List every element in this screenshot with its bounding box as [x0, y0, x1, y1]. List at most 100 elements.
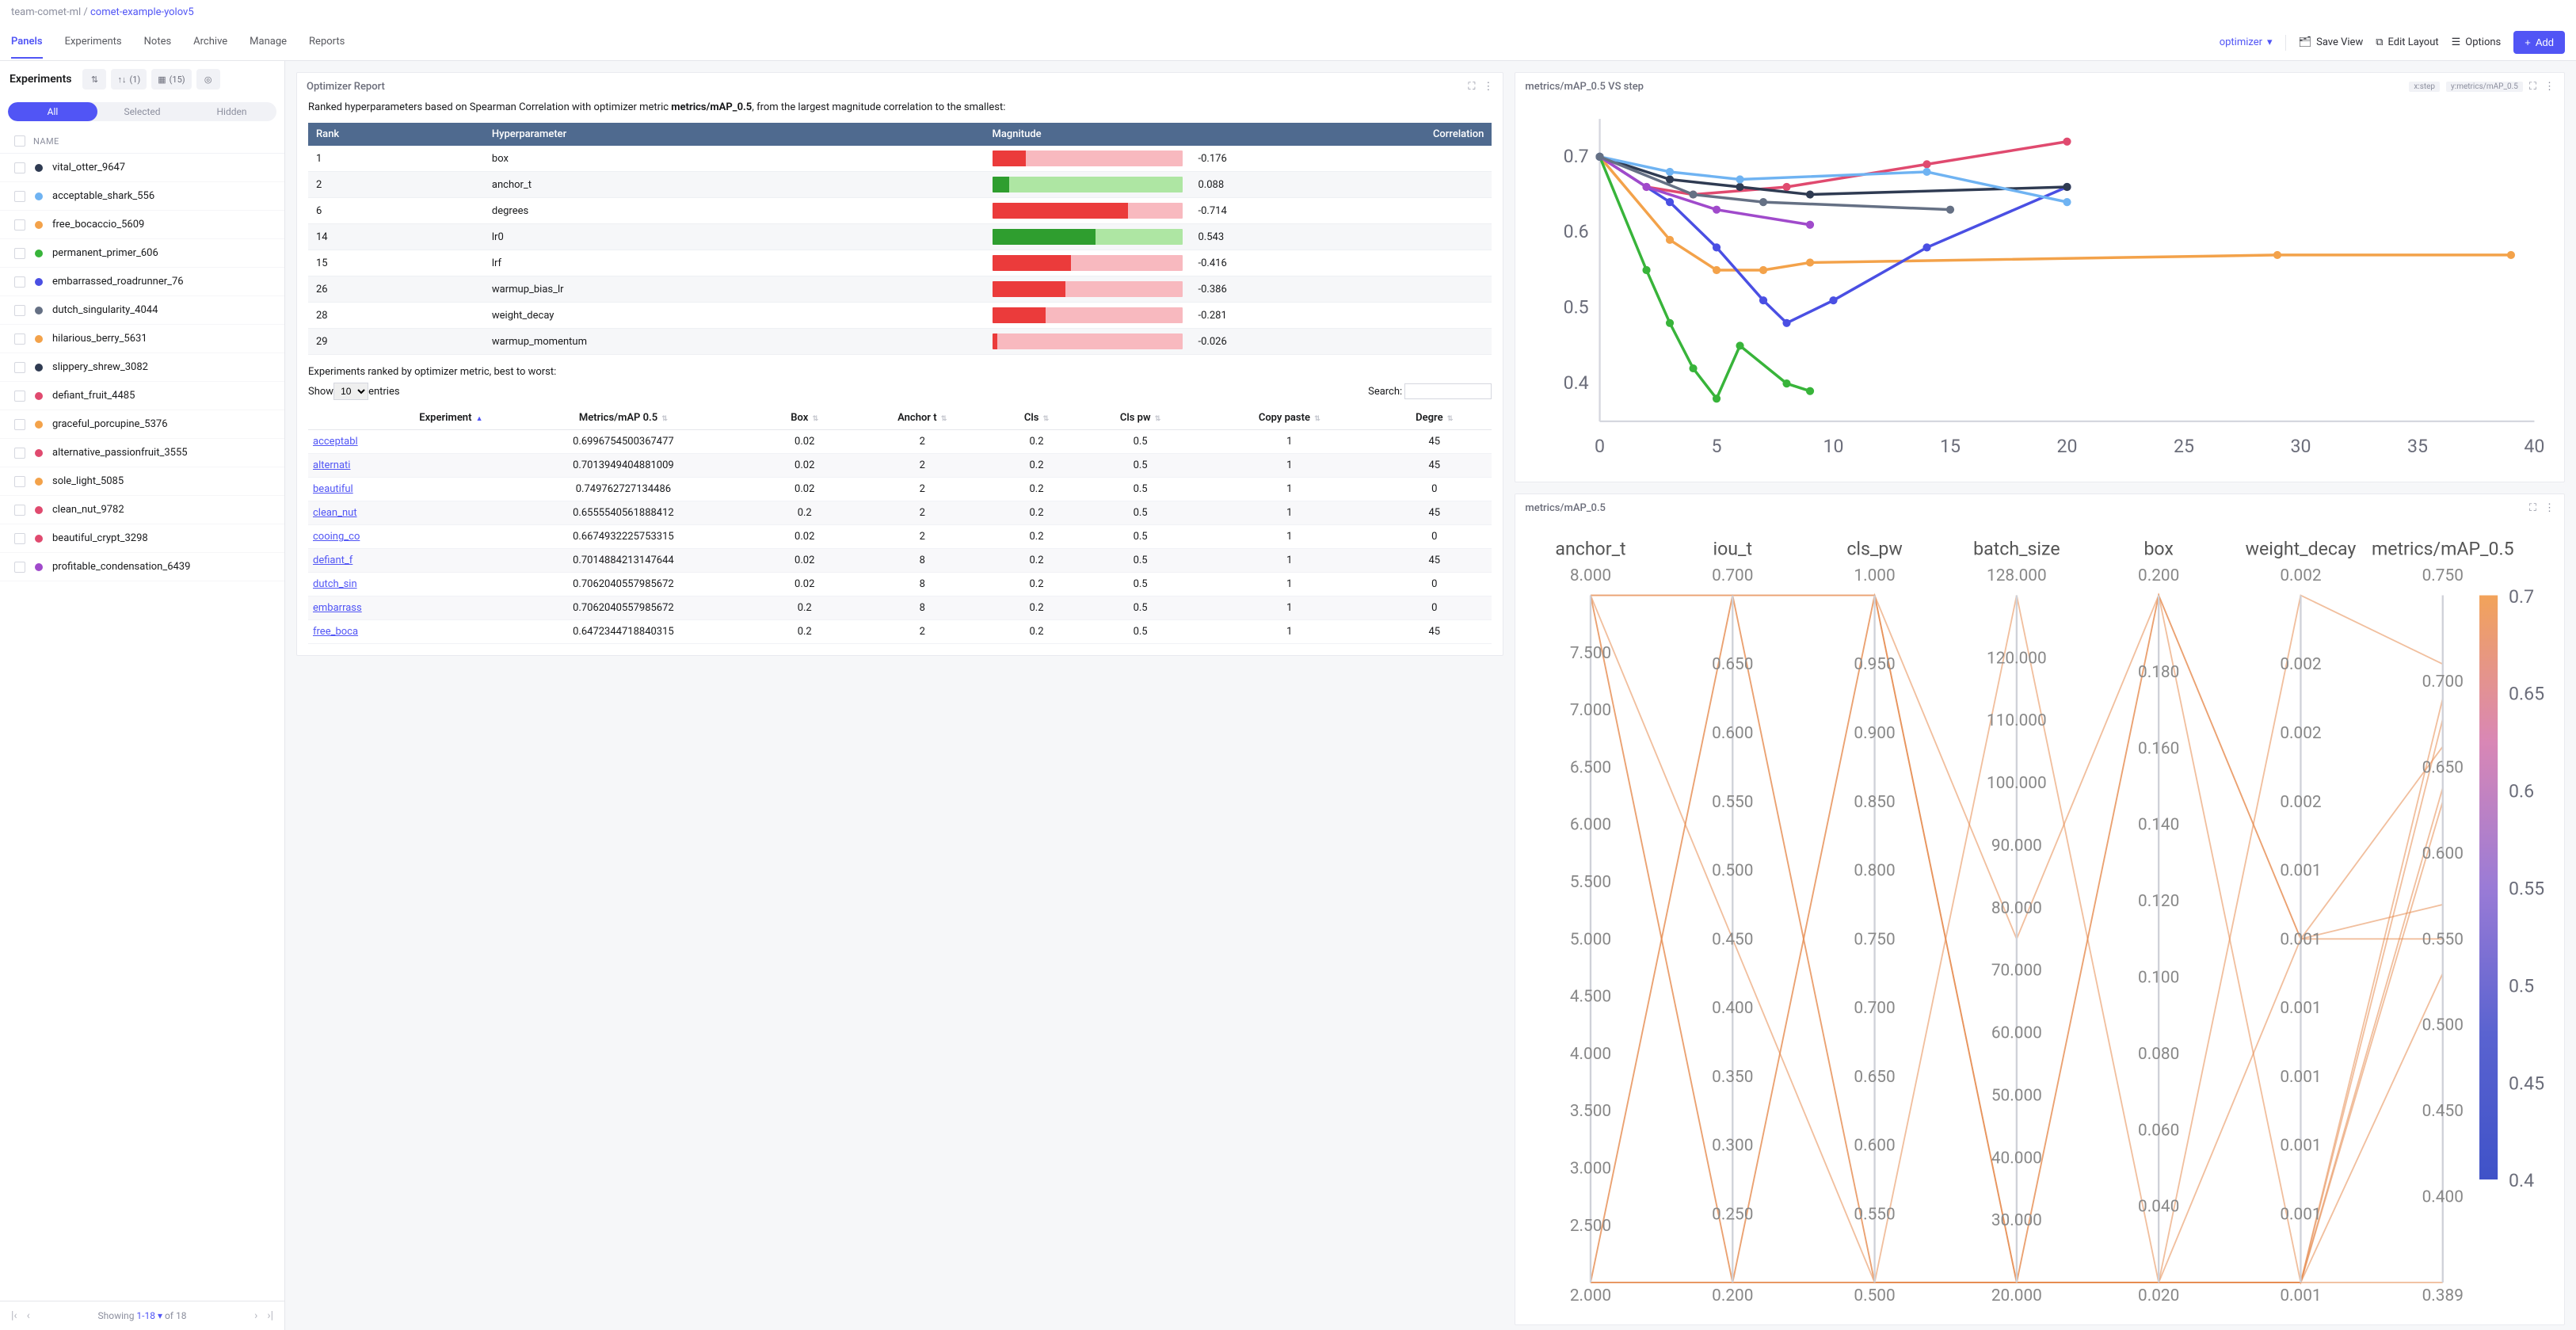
expand-icon[interactable]: ⛶ [2529, 81, 2536, 93]
data-header[interactable]: Anchor t ⇅ [850, 406, 994, 430]
pill-selected[interactable]: Selected [97, 102, 187, 121]
experiment-row[interactable]: sole_light_5085 [0, 467, 284, 496]
experiment-name: embarrassed_roadrunner_76 [52, 276, 184, 288]
experiment-row[interactable]: alternative_passionfruit_3555 [0, 439, 284, 467]
experiment-row[interactable]: permanent_primer_606 [0, 239, 284, 268]
experiment-row[interactable]: acceptable_shark_556 [0, 182, 284, 211]
options-button[interactable]: ☰ Options [2452, 36, 2502, 48]
tab-experiments[interactable]: Experiments [65, 26, 122, 59]
experiment-row[interactable]: vital_otter_9647 [0, 154, 284, 182]
row-checkbox[interactable] [14, 419, 25, 430]
sort-chip[interactable]: ↑↓(1) [111, 69, 147, 90]
experiment-name: profitable_condensation_6439 [52, 561, 190, 573]
experiment-link[interactable]: clean_nut [313, 507, 357, 519]
data-header[interactable]: Degre ⇅ [1377, 406, 1492, 430]
experiment-link[interactable]: beautiful [313, 483, 353, 495]
target-chip[interactable]: ◎ [196, 69, 220, 90]
add-button[interactable]: + Add [2513, 31, 2565, 54]
row-checkbox[interactable] [14, 533, 25, 544]
row-checkbox[interactable] [14, 505, 25, 516]
svg-text:110.000: 110.000 [1987, 711, 2047, 730]
experiment-link[interactable]: defiant_f [313, 554, 352, 566]
pill-all[interactable]: All [8, 102, 97, 121]
rank-row: 2anchor_t0.088 [308, 172, 1492, 198]
rank-header: Correlation [1191, 123, 1492, 146]
rank-header: Magnitude [985, 123, 1191, 146]
tab-notes[interactable]: Notes [144, 26, 172, 59]
experiment-row[interactable]: slippery_shrew_3082 [0, 353, 284, 382]
experiment-row[interactable]: dutch_singularity_4044 [0, 296, 284, 325]
more-icon[interactable]: ⋮ [1483, 81, 1493, 93]
data-header[interactable]: Cls pw ⇅ [1079, 406, 1202, 430]
data-header[interactable]: Cls ⇅ [994, 406, 1078, 430]
more-icon[interactable]: ⋮ [2544, 81, 2555, 93]
svg-text:0.750: 0.750 [1854, 930, 1896, 949]
svg-text:60.000: 60.000 [1991, 1023, 2042, 1042]
row-checkbox[interactable] [14, 219, 25, 231]
experiment-name: permanent_primer_606 [52, 247, 158, 259]
svg-text:0.100: 0.100 [2138, 968, 2179, 987]
row-checkbox[interactable] [14, 562, 25, 573]
row-checkbox[interactable] [14, 305, 25, 316]
row-checkbox[interactable] [14, 362, 25, 373]
data-row: clean_nut0.65555405618884120.220.20.5145 [308, 501, 1492, 525]
svg-text:30.000: 30.000 [1991, 1211, 2042, 1230]
experiment-row[interactable]: clean_nut_9782 [0, 496, 284, 524]
select-all-checkbox[interactable] [14, 135, 25, 147]
tab-panels[interactable]: Panels [11, 26, 43, 59]
row-checkbox[interactable] [14, 276, 25, 288]
experiment-link[interactable]: dutch_sin [313, 578, 357, 590]
search-input[interactable] [1404, 383, 1492, 399]
row-checkbox[interactable] [14, 448, 25, 459]
row-checkbox[interactable] [14, 333, 25, 345]
data-header[interactable]: Copy paste ⇅ [1202, 406, 1377, 430]
edit-layout-button[interactable]: ⧉ Edit Layout [2376, 36, 2438, 48]
first-page[interactable]: |‹ [11, 1309, 17, 1322]
experiment-link[interactable]: alternati [313, 459, 350, 471]
experiment-row[interactable]: defiant_fruit_4485 [0, 382, 284, 410]
panel-title: metrics/mAP_0.5 VS step [1525, 81, 2403, 93]
grid-chip[interactable]: ▦(15) [151, 69, 191, 90]
experiment-row[interactable]: profitable_condensation_6439 [0, 553, 284, 581]
filter-chip[interactable]: ⇅ [82, 69, 106, 90]
row-checkbox[interactable] [14, 191, 25, 202]
pill-hidden[interactable]: Hidden [187, 102, 276, 121]
last-page[interactable]: ›| [267, 1309, 273, 1322]
topbar: Panels Experiments Notes Archive Manage Repor… [0, 25, 2576, 61]
breadcrumb-workspace[interactable]: team-comet-ml [11, 6, 81, 18]
svg-text:0.200: 0.200 [2138, 566, 2179, 585]
tab-manage[interactable]: Manage [250, 26, 287, 59]
more-icon[interactable]: ⋮ [2544, 502, 2555, 514]
experiment-link[interactable]: cooing_co [313, 531, 360, 543]
data-header[interactable]: Metrics/mAP 0.5 ⇅ [488, 406, 760, 430]
experiment-row[interactable]: beautiful_crypt_3298 [0, 524, 284, 553]
experiment-row[interactable]: free_bocaccio_5609 [0, 211, 284, 239]
entries-select[interactable]: 10 [333, 383, 368, 400]
data-row: acceptabl0.69967545003674770.0220.20.514… [308, 430, 1492, 454]
optimizer-dropdown[interactable]: optimizer ▾ [2220, 36, 2273, 48]
experiment-row[interactable]: graceful_porcupine_5376 [0, 410, 284, 439]
data-header[interactable]: Box ⇅ [759, 406, 850, 430]
svg-text:0.001: 0.001 [2281, 1286, 2322, 1305]
tab-reports[interactable]: Reports [309, 26, 345, 59]
row-checkbox[interactable] [14, 476, 25, 487]
row-checkbox[interactable] [14, 162, 25, 173]
row-checkbox[interactable] [14, 391, 25, 402]
experiment-link[interactable]: embarrass [313, 602, 362, 614]
experiment-link[interactable]: acceptabl [313, 436, 358, 448]
save-view-button[interactable]: 🗂 Save View [2299, 36, 2364, 48]
experiment-link[interactable]: free_boca [313, 626, 358, 638]
filter-pills: AllSelectedHidden [8, 102, 276, 121]
row-checkbox[interactable] [14, 248, 25, 259]
expand-icon[interactable]: ⛶ [1468, 81, 1475, 93]
expand-icon[interactable]: ⛶ [2529, 502, 2536, 514]
prev-page[interactable]: ‹ [27, 1309, 30, 1322]
experiment-row[interactable]: hilarious_berry_5631 [0, 325, 284, 353]
tab-archive[interactable]: Archive [193, 26, 227, 59]
data-header[interactable]: Experiment ▲ [308, 406, 488, 430]
breadcrumb-project[interactable]: comet-example-yolov5 [90, 6, 194, 18]
experiment-row[interactable]: embarrassed_roadrunner_76 [0, 268, 284, 296]
svg-text:0.002: 0.002 [2281, 724, 2322, 743]
svg-text:20.000: 20.000 [1991, 1286, 2042, 1305]
next-page[interactable]: › [254, 1309, 257, 1322]
